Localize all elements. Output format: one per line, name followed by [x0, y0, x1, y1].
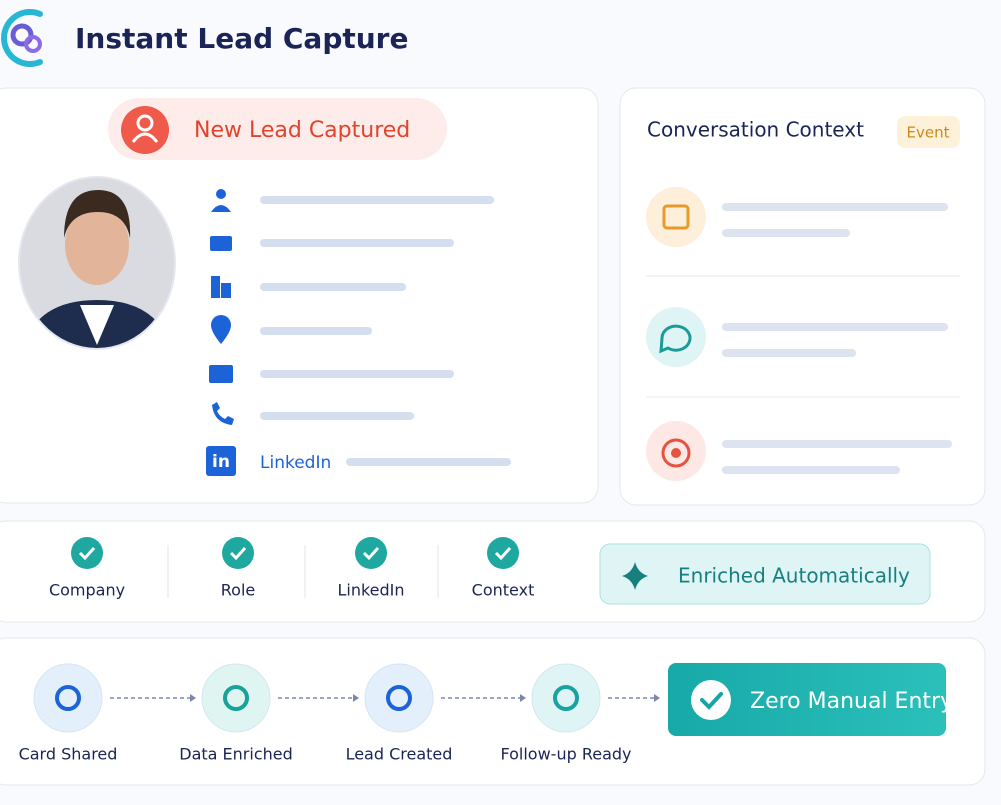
svg-text:in: in	[212, 452, 230, 472]
step-glyph	[553, 685, 579, 711]
arrow-head	[353, 694, 359, 702]
check-label: Role	[221, 581, 255, 600]
enriched-text: Enriched Automatically	[678, 564, 910, 588]
linkedin-label: LinkedIn	[260, 453, 331, 473]
check-mark	[494, 546, 512, 561]
step-label: Card Shared	[19, 745, 118, 764]
check-mark	[78, 546, 96, 561]
step-glyph	[55, 685, 81, 711]
step-glyph	[223, 685, 249, 711]
chat-icon	[646, 307, 706, 367]
field-bars	[260, 196, 511, 466]
check-icon	[222, 537, 254, 569]
check-label: LinkedIn	[337, 581, 404, 600]
step-icon	[531, 663, 601, 733]
result-check	[691, 680, 731, 720]
step-icon	[364, 663, 434, 733]
arrow-head	[520, 694, 526, 702]
arrow-head	[190, 694, 196, 702]
enriched-box	[599, 543, 931, 605]
arrow-head	[654, 694, 660, 702]
check-mark	[362, 546, 380, 561]
badge-text: New Lead Captured	[194, 118, 410, 143]
event-text: Event	[907, 124, 950, 142]
step-icon	[33, 663, 103, 733]
lead-badge	[108, 98, 447, 160]
logo	[1, 9, 43, 67]
check-icon	[487, 537, 519, 569]
event-badge	[897, 116, 960, 148]
result-text: Zero Manual Entry	[750, 689, 953, 714]
check-label: Company	[49, 581, 125, 600]
separators	[167, 545, 439, 598]
context-bars	[722, 203, 952, 474]
context-title: Conversation Context	[647, 118, 864, 142]
result-button	[668, 663, 946, 736]
step-icon	[201, 663, 271, 733]
title: Instant Lead Capture	[75, 22, 408, 55]
check-label: Context	[472, 581, 535, 600]
step-label: Lead Created	[346, 745, 453, 764]
check-icon	[71, 537, 103, 569]
calendar-icon	[646, 187, 706, 247]
lead-card	[0, 87, 599, 504]
check-icon	[355, 537, 387, 569]
step-label: Data Enriched	[179, 745, 293, 764]
step-label: Follow-up Ready	[500, 745, 631, 764]
context-card	[619, 87, 986, 506]
field-icons	[206, 189, 236, 476]
check-mark	[229, 546, 247, 561]
step-glyph	[386, 685, 412, 711]
sparkle	[622, 562, 648, 590]
